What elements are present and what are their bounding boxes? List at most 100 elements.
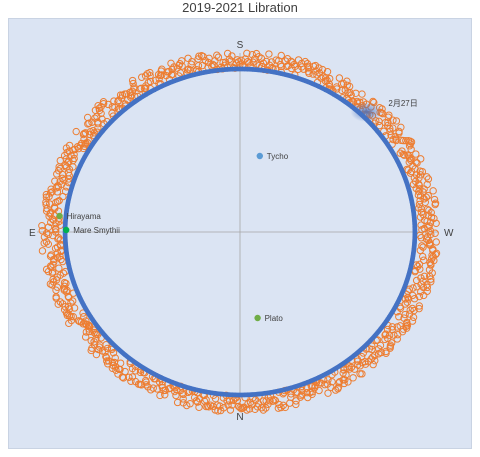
orange-series-point bbox=[81, 333, 90, 341]
orange-series-point bbox=[277, 403, 285, 412]
orange-series-point bbox=[407, 145, 415, 153]
orange-series-point bbox=[371, 356, 379, 365]
orange-series-point bbox=[239, 404, 247, 412]
orange-series-point bbox=[52, 184, 60, 192]
orange-series-point bbox=[427, 278, 435, 286]
direction-left-label: E bbox=[29, 228, 36, 239]
orange-series-point bbox=[309, 62, 318, 71]
point-label-hirayama: Hirayama bbox=[67, 212, 102, 221]
orange-series-point bbox=[226, 406, 235, 414]
orange-series-point bbox=[404, 152, 413, 160]
orange-series-point bbox=[58, 257, 67, 266]
orange-series-point bbox=[427, 230, 435, 239]
orange-series-point bbox=[198, 61, 207, 70]
orange-series-point bbox=[184, 54, 192, 63]
orange-series-point bbox=[141, 84, 150, 92]
orange-series-point bbox=[410, 306, 418, 315]
direction-right-label: W bbox=[444, 228, 454, 239]
orange-series-point bbox=[431, 199, 440, 207]
orange-series-point bbox=[406, 306, 414, 314]
orange-series-point bbox=[125, 373, 133, 381]
orange-series-point bbox=[149, 384, 157, 392]
orange-series-point bbox=[343, 81, 351, 90]
orange-series-point bbox=[55, 264, 63, 272]
orange-series-point bbox=[315, 386, 323, 395]
orange-series-point bbox=[427, 255, 436, 263]
orange-series-point bbox=[417, 274, 425, 282]
plot-area: 2月27日 Tycho Plato Hirayama Mare Smythii S N E W bbox=[8, 18, 472, 449]
orange-series-point bbox=[323, 67, 332, 76]
orange-series-point bbox=[309, 70, 317, 78]
orange-series-point bbox=[431, 229, 439, 237]
orange-series-point bbox=[418, 242, 426, 250]
orange-series-point bbox=[236, 403, 244, 412]
orange-series-point bbox=[424, 191, 432, 200]
orange-series-point bbox=[404, 137, 413, 145]
orange-series-point bbox=[423, 283, 431, 292]
orange-series-point bbox=[59, 192, 67, 201]
orange-series-point bbox=[308, 390, 316, 398]
orange-series-point bbox=[416, 185, 424, 193]
orange-series-point bbox=[202, 396, 210, 404]
orange-series-point bbox=[46, 189, 55, 197]
orange-series-point bbox=[179, 390, 188, 399]
orange-series-point bbox=[418, 252, 427, 261]
orange-series-point bbox=[140, 84, 149, 93]
orange-series-point bbox=[371, 351, 379, 360]
annotation-label: 2月27日 bbox=[388, 99, 417, 108]
orange-series-point bbox=[138, 73, 146, 81]
orange-series-point bbox=[391, 133, 399, 141]
orange-series-point bbox=[38, 247, 47, 255]
orange-series-point bbox=[303, 388, 311, 397]
orange-series-point bbox=[186, 400, 194, 408]
orange-series-point bbox=[412, 150, 420, 158]
orange-series-point bbox=[228, 401, 236, 409]
orange-series-point bbox=[425, 222, 433, 230]
orange-series-point bbox=[214, 53, 223, 61]
orange-series-point bbox=[382, 330, 390, 338]
orange-series-point bbox=[223, 49, 232, 58]
orange-series-point bbox=[429, 187, 437, 195]
orange-series-point bbox=[415, 302, 424, 310]
orange-series-point bbox=[328, 378, 336, 386]
orange-series-point bbox=[40, 239, 48, 247]
orange-series-point bbox=[395, 312, 403, 321]
orange-series-point bbox=[408, 291, 417, 300]
orange-series-point bbox=[281, 403, 289, 412]
orange-series-point bbox=[392, 117, 401, 125]
orange-series-point bbox=[56, 156, 64, 165]
orange-series-point bbox=[205, 403, 213, 411]
orange-series-point bbox=[155, 74, 163, 83]
orange-series-point bbox=[397, 123, 405, 132]
orange-series-point bbox=[116, 365, 124, 374]
orange-series-point bbox=[272, 56, 280, 64]
direction-bottom-label: N bbox=[236, 412, 243, 423]
orange-series-point bbox=[349, 374, 357, 382]
orange-series-point bbox=[94, 345, 103, 354]
orange-series-point bbox=[358, 370, 366, 378]
orange-series-point bbox=[377, 348, 385, 357]
orange-series-point bbox=[336, 377, 344, 386]
orange-series-point bbox=[294, 56, 303, 64]
blue-series-point bbox=[412, 231, 418, 236]
orange-series-point bbox=[276, 60, 285, 69]
orange-series-point bbox=[421, 198, 429, 206]
orange-series-point bbox=[84, 120, 92, 128]
orange-series-point bbox=[292, 400, 300, 409]
orange-series-point bbox=[251, 405, 259, 414]
orange-series-point bbox=[430, 195, 439, 204]
orange-series-point bbox=[184, 65, 193, 73]
orange-series-point bbox=[42, 229, 51, 237]
orange-series-point bbox=[50, 255, 58, 264]
orange-series-point bbox=[38, 222, 46, 230]
orange-series-point bbox=[334, 383, 343, 391]
orange-series-point bbox=[250, 55, 259, 63]
orange-series-point bbox=[53, 188, 62, 196]
orange-series-point bbox=[245, 59, 253, 67]
orange-series-point bbox=[401, 310, 409, 319]
orange-series-point bbox=[42, 265, 51, 274]
orange-series-point bbox=[172, 391, 180, 400]
orange-series-point bbox=[101, 348, 109, 356]
orange-series-point bbox=[324, 389, 332, 397]
orange-series-point bbox=[221, 58, 230, 66]
